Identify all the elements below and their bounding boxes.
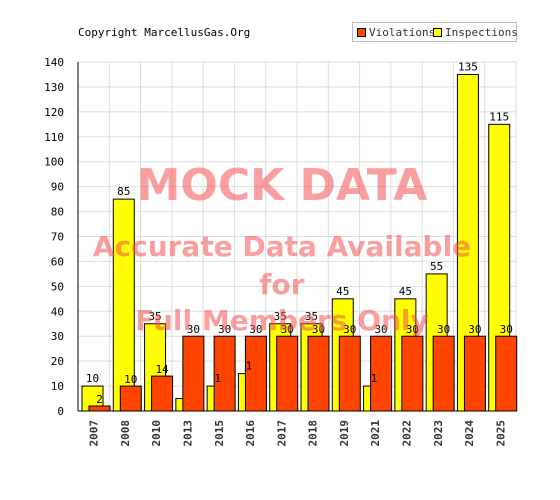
inspections-value-label: 55	[430, 260, 443, 273]
chart-legend: Violations Inspections	[352, 22, 518, 42]
x-category-label: 2024	[463, 420, 476, 447]
legend-item-violations: Violations	[357, 26, 435, 39]
violations-value-label: 14	[155, 363, 169, 376]
y-tick-label: 0	[57, 405, 64, 418]
inspections-value-label: 135	[458, 60, 478, 73]
y-tick-label: 50	[51, 280, 64, 293]
y-tick-label: 70	[51, 231, 64, 244]
y-tick-label: 40	[51, 305, 64, 318]
y-tick-label: 140	[44, 56, 64, 69]
x-category-label: 2015	[213, 420, 226, 447]
legend-label-violations: Violations	[369, 26, 436, 39]
legend-swatch-violations	[357, 28, 366, 37]
y-tick-label: 90	[51, 181, 64, 194]
violations-value-label: 30	[374, 323, 387, 336]
violations-bar	[182, 335, 205, 412]
y-tick-label: 20	[51, 355, 64, 368]
inspections-value-label: 45	[336, 285, 349, 298]
violations-value-label: 30	[406, 323, 419, 336]
inspections-value-label: 45	[399, 285, 412, 298]
inspections-value-label: 85	[117, 185, 130, 198]
violations-value-label: 30	[500, 323, 513, 336]
x-category-label: 2025	[494, 420, 507, 447]
violations-bar	[338, 335, 361, 412]
violations-bar	[307, 335, 330, 412]
x-category-label: 2016	[244, 420, 257, 447]
violations-value-label: 30	[218, 323, 231, 336]
violations-bar	[119, 385, 142, 412]
violations-value-label: 30	[249, 323, 262, 336]
violations-value-label: 30	[468, 323, 481, 336]
inspections-value-label: 35	[305, 310, 318, 323]
violations-value-label: 30	[312, 323, 325, 336]
violations-bar	[88, 405, 111, 412]
violations-bar	[495, 335, 518, 412]
x-category-label: 2022	[401, 420, 414, 447]
legend-item-inspections: Inspections	[433, 26, 518, 39]
inspections-value-label: 35	[148, 310, 161, 323]
y-tick-label: 110	[44, 131, 64, 144]
inspections-value-label: 35	[274, 310, 287, 323]
violations-value-label: 30	[343, 323, 356, 336]
x-category-label: 2019	[338, 420, 351, 447]
inspections-value-label: 1	[246, 360, 253, 373]
x-category-label: 2008	[119, 420, 132, 447]
x-category-label: 2010	[150, 420, 163, 447]
violations-value-label: 30	[437, 323, 450, 336]
x-category-label: 2013	[182, 420, 195, 447]
y-tick-label: 120	[44, 106, 64, 119]
violations-bar	[276, 335, 299, 412]
violations-bar	[463, 335, 486, 412]
x-category-label: 2007	[88, 420, 101, 447]
violations-value-label: 30	[187, 323, 200, 336]
y-tick-label: 100	[44, 156, 64, 169]
x-category-label: 2018	[307, 420, 320, 447]
violations-value-label: 10	[124, 373, 137, 386]
legend-swatch-inspections	[433, 28, 442, 37]
inspections-value-label: 115	[489, 110, 509, 123]
x-category-label: 2023	[432, 420, 445, 447]
inspections-value-label: 10	[86, 372, 99, 385]
y-tick-label: 30	[51, 330, 64, 343]
violations-bar	[244, 335, 267, 412]
legend-label-inspections: Inspections	[445, 26, 518, 39]
y-tick-label: 60	[51, 255, 64, 268]
inspections-value-label: 1	[371, 372, 378, 385]
violations-value-label: 30	[281, 323, 294, 336]
x-category-label: 2017	[275, 420, 288, 447]
y-tick-label: 80	[51, 206, 64, 219]
violations-bar	[401, 335, 424, 412]
violations-value-label: 2	[96, 393, 103, 406]
copyright-text: Copyright MarcellusGas.Org	[78, 26, 251, 39]
violations-bar	[151, 375, 174, 412]
violations-bar	[432, 335, 455, 412]
y-tick-label: 10	[51, 380, 64, 393]
inspections-value-label: 1	[214, 372, 221, 385]
y-tick-label: 130	[44, 81, 64, 94]
x-category-label: 2021	[369, 420, 382, 447]
